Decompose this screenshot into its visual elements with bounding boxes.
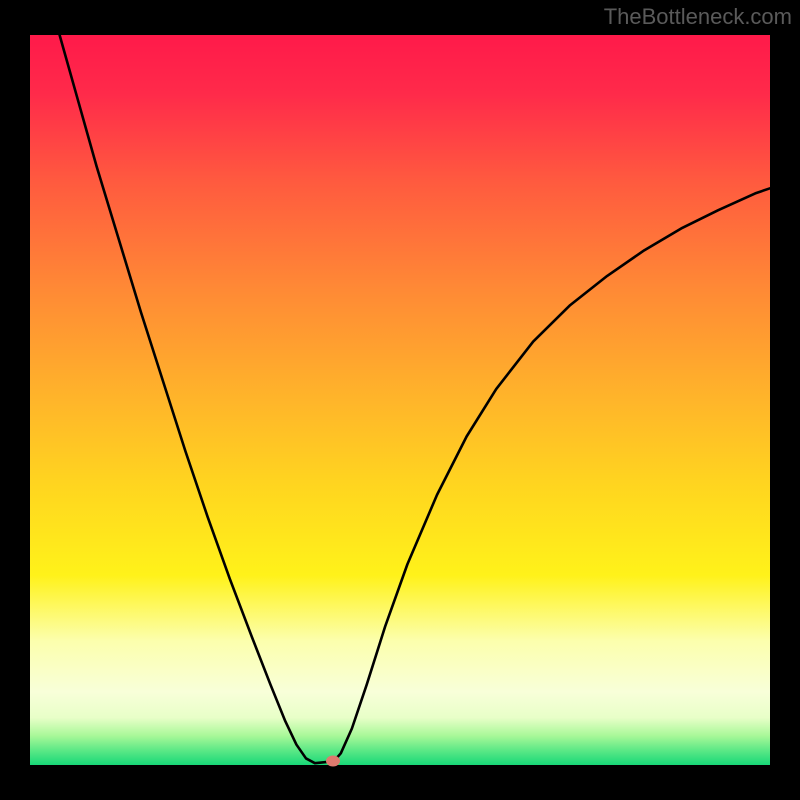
plot-area	[30, 35, 770, 765]
bottleneck-curve	[30, 35, 770, 765]
watermark-text: TheBottleneck.com	[604, 4, 792, 30]
optimal-point-marker	[326, 756, 340, 767]
